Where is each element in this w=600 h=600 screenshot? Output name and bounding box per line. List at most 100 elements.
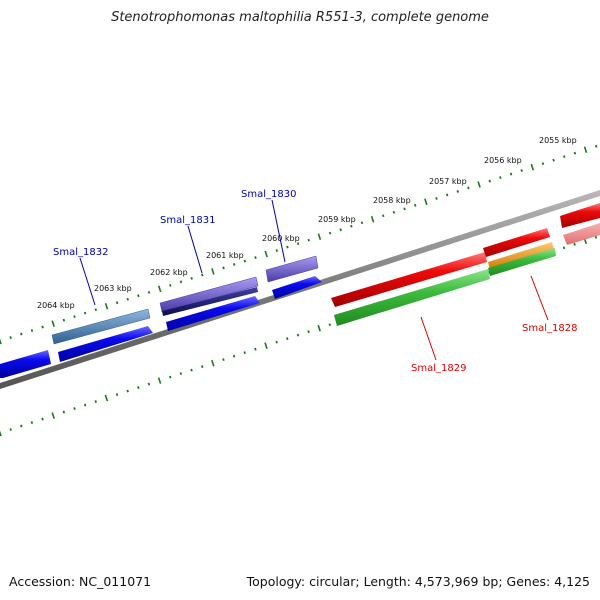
inner-scale-major-tick xyxy=(211,359,215,367)
inner-scale-minor-tick xyxy=(9,428,12,431)
gene-blue-2[interactable] xyxy=(58,326,153,362)
inner-scale-major-tick xyxy=(157,377,162,384)
gene-smal-1828[interactable] xyxy=(488,242,554,270)
gene-label-smal-1828[interactable]: Smal_1828 xyxy=(522,323,577,334)
gene-blue-4[interactable] xyxy=(272,276,322,299)
gene-labels: Smal_1832 Smal_1831 Smal_1830 Smal_1829 … xyxy=(53,189,577,374)
inner-scale-major-tick xyxy=(104,394,109,402)
outer-scale-minor-tick xyxy=(190,277,193,280)
scale-labels: 2064 kbp 2063 kbp 2062 kbp 2061 kbp 2060… xyxy=(37,136,577,310)
outer-scale-minor-tick xyxy=(456,190,460,193)
scale-label-2062: 2062 kbp xyxy=(150,268,188,277)
outer-scale-minor-tick xyxy=(73,315,76,319)
inner-scale-minor-tick xyxy=(137,386,140,389)
leader-smal-1829 xyxy=(420,316,437,361)
inner-scale-minor-tick xyxy=(594,235,598,239)
inner-scale-minor-tick xyxy=(200,365,204,369)
outer-scale-minor-tick xyxy=(541,162,545,166)
outer-scale-minor-tick xyxy=(201,273,204,277)
gene-smal-1830[interactable] xyxy=(265,255,319,283)
inner-scale-minor-tick xyxy=(328,323,332,327)
outer-scale-major-tick xyxy=(0,338,2,345)
outer-scale-major-tick xyxy=(477,181,481,188)
gene-red-faint[interactable] xyxy=(563,223,600,245)
near-backbone-genes xyxy=(0,223,600,378)
outer-scale-major-tick xyxy=(583,146,588,154)
outer-scale-minor-tick xyxy=(232,263,236,266)
inner-scale-minor-tick xyxy=(275,340,278,344)
outer-scale-major-tick xyxy=(157,285,162,293)
outer-scale-minor-tick xyxy=(552,158,555,162)
inner-scale-minor-tick xyxy=(286,337,289,341)
outer-scale-major-tick xyxy=(370,215,375,223)
outer-scale-minor-tick xyxy=(392,210,396,214)
inner-scale-minor-tick xyxy=(62,410,66,414)
outer-scale-minor-tick xyxy=(328,231,332,235)
gene-smal-1829[interactable] xyxy=(331,252,487,307)
inner-scale-minor-tick xyxy=(115,393,119,396)
outer-scale-major-tick xyxy=(424,198,428,206)
gene-red-mid[interactable] xyxy=(483,228,550,257)
scale-label-2060: 2060 kbp xyxy=(262,234,300,243)
outer-scale-major-tick xyxy=(264,250,268,258)
inner-scale-minor-tick xyxy=(243,351,246,355)
outer-scale-minor-tick xyxy=(115,301,119,305)
outer-scale-minor-tick xyxy=(499,176,502,179)
scale-label-2056: 2056 kbp xyxy=(484,156,522,165)
gene-label-smal-1829[interactable]: Smal_1829 xyxy=(411,363,466,374)
gene-smal-1831-inner[interactable] xyxy=(162,287,258,316)
gene-smal-1829-reverse[interactable] xyxy=(334,269,490,326)
outer-scale-major-tick xyxy=(530,163,535,171)
leader-smal-1830 xyxy=(271,199,286,263)
outer-scale-minor-tick xyxy=(307,238,310,242)
gene-label-smal-1832[interactable]: Smal_1832 xyxy=(53,247,108,258)
outer-scale-minor-tick xyxy=(360,221,364,225)
outer-scale-minor-tick xyxy=(296,242,300,246)
outer-scale-minor-tick xyxy=(275,249,279,252)
outer-scale-minor-tick xyxy=(169,283,172,287)
outer-scale-minor-tick xyxy=(488,179,491,183)
scale-label-2063: 2063 kbp xyxy=(94,284,132,293)
gene-smal-1828-reverse[interactable] xyxy=(488,248,556,276)
gene-label-smal-1831[interactable]: Smal_1831 xyxy=(160,215,215,226)
outer-scale-major-tick xyxy=(51,320,55,327)
outer-scale-minor-tick xyxy=(243,259,247,263)
gene-blue-3[interactable] xyxy=(166,296,260,331)
gene-smal-1831[interactable] xyxy=(159,276,259,313)
outer-scale-minor-tick xyxy=(467,186,470,190)
inner-scale-minor-tick xyxy=(20,424,23,428)
outer-scale-minor-tick xyxy=(509,172,513,176)
leader-smal-1832 xyxy=(79,257,96,306)
inner-scale-minor-tick xyxy=(94,400,97,403)
outer-scale-track xyxy=(0,144,598,345)
outer-scale-minor-tick xyxy=(9,336,12,339)
outer-scale-minor-tick xyxy=(62,318,66,322)
gene-smal-1832[interactable] xyxy=(51,308,151,345)
inner-scale-major-tick xyxy=(51,412,55,419)
gene-red-upper[interactable] xyxy=(560,203,600,228)
inner-scale-minor-tick xyxy=(169,375,172,379)
outer-scale-minor-tick xyxy=(41,325,44,329)
outer-scale-minor-tick xyxy=(339,228,342,232)
outer-scale-minor-tick xyxy=(179,280,183,284)
outer-scale-minor-tick xyxy=(20,332,23,336)
outer-scale-minor-tick xyxy=(594,144,598,148)
outer-scale-minor-tick xyxy=(147,290,151,294)
forward-strand-genes xyxy=(51,203,600,345)
outer-scale-minor-tick xyxy=(254,256,257,259)
outer-scale-minor-tick xyxy=(222,266,225,270)
outer-scale-major-tick xyxy=(211,268,215,275)
inner-scale-minor-tick xyxy=(573,242,576,246)
label-leaders xyxy=(79,199,549,361)
outer-scale-minor-tick xyxy=(83,311,87,315)
inner-scale-minor-tick xyxy=(83,403,87,407)
gene-blue-left[interactable] xyxy=(0,350,51,378)
scale-label-2055: 2055 kbp xyxy=(539,136,577,145)
inner-scale-minor-tick xyxy=(232,354,236,358)
gene-label-smal-1830[interactable]: Smal_1830 xyxy=(241,189,296,200)
outer-scale-minor-tick xyxy=(350,224,353,228)
scale-label-2058: 2058 kbp xyxy=(373,196,411,205)
scale-label-2059: 2059 kbp xyxy=(318,215,356,224)
